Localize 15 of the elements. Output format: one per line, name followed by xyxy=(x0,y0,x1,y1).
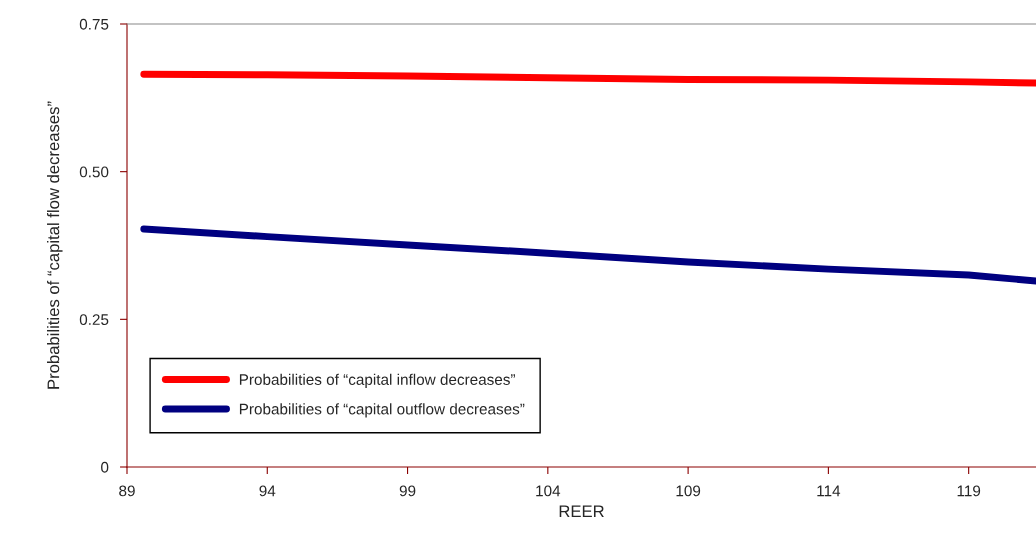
x-tick-label: 94 xyxy=(259,485,276,497)
x-tick-label: 109 xyxy=(676,485,701,497)
legend-label: Probabilities of “capital outflow decreases” xyxy=(239,403,525,418)
x-tick-label: 119 xyxy=(957,485,981,497)
legend-label: Probabilities of “capital inflow decreases” xyxy=(239,373,515,388)
y-tick-label: 0.50 xyxy=(79,166,109,178)
y-tick-label: 0.25 xyxy=(79,314,109,326)
y-axis-title: Probabilities of “capital flow decreases” xyxy=(47,101,63,389)
x-tick-label: 99 xyxy=(399,485,416,497)
y-tick-label: 0 xyxy=(101,461,109,473)
x-tick-label: 104 xyxy=(536,485,561,497)
x-tick-label: 89 xyxy=(119,485,135,497)
y-tick-label: 0.75 xyxy=(79,18,109,30)
x-tick-label: 114 xyxy=(817,485,841,497)
x-axis-title: REER xyxy=(559,505,604,517)
